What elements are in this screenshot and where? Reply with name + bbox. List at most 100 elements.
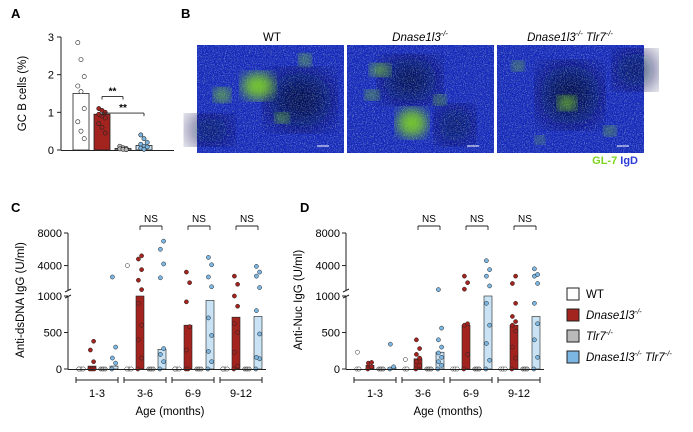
micrograph-title-dnase: Dnase1l3-/- [392,29,448,44]
micrograph-germinal-center [299,54,311,66]
panel-d-point-double [436,287,441,292]
panel-c-point-dnase [139,253,144,259]
panel-d-point-double [439,325,444,331]
panel-d-bar-dnase [461,324,471,370]
panel-d-point-dnase [510,344,515,350]
panel-c-point-dnase [136,277,141,283]
panel-c-point-dnase [235,363,240,369]
legend-item-dnase: Dnase1l3-/- [566,307,643,322]
micrograph-germinal-center [604,126,616,136]
panel-c-y-tick-label: 1000 [38,291,62,303]
panel-c-y-tick-label: 8000 [38,228,62,240]
panel-c-point-double [206,255,211,260]
panel-c-point-dnase [187,324,192,330]
panel-c-point-wt [125,263,130,268]
micrograph-2 [497,45,655,153]
panel-c-point-double [209,359,214,365]
panel-c-y-label: Anti-dsDNA IgG (U/ml) [15,242,27,358]
panel-a-point-wt [81,74,87,79]
panel-label-d: D [300,200,309,215]
panel-d-ns-label: NS [518,214,532,225]
panel-d-point-wt [403,357,408,362]
panel-d-point-double [436,337,441,343]
panel-c-point-dnase [235,330,240,335]
panel-c-point-dnase [235,281,240,287]
panel-d-point-dnase [465,352,470,357]
panel-c-point-dnase [235,303,240,309]
legend-sup-double: -/- [635,349,643,358]
panel-c-ns-label: NS [240,214,254,225]
micrograph-title-double: Dnase1l3-/- Tlr7-/- [527,29,613,44]
svg-text:Tlr7-/-: Tlr7-/- [586,328,613,343]
panel-d-x-label: Age (months) [413,406,482,418]
stain-label-gl7: GL-7 [592,155,617,167]
micrograph-title-double-text2: Tlr7 [586,32,606,44]
panel-a-point-wt [78,57,84,62]
micrograph-germinal-center [370,64,390,76]
panel-d-point-dnase [513,300,518,306]
panel-c-point-dnase [232,321,237,327]
panel-a-point-double [144,140,150,145]
panel-c-point-double [206,274,211,280]
panel-a-point-double [141,136,147,142]
panel-d-age-label: 1-3 [367,388,383,400]
panel-c-bar-double [157,348,167,370]
panel-d-point-double [436,350,441,356]
panel-d-point-dnase [510,322,515,328]
panel-d-point-double [487,283,492,289]
panel-d-point-dnase [414,337,419,343]
panel-c-point-double [158,275,163,281]
panel-c-age-label: 3-6 [137,388,153,400]
panel-a-y-tick-label: 1 [48,107,54,119]
panel-c-point-dnase [184,299,189,305]
micrograph-1 [347,45,494,153]
panel-c-point-double [257,285,262,290]
panel-d-y-tick-label: 500 [322,328,340,340]
panel-c-y-tick-label: 0 [56,364,62,376]
panel-d-age-label: 6-9 [463,388,479,400]
panel-c-point-double [110,274,115,280]
panel-a-point-wt [75,83,81,89]
micrograph-germinal-center [275,113,289,123]
panel-d-point-wt [355,349,360,355]
panel-c-y-tick-label: 4000 [38,261,62,273]
panel-a-point-tlr7 [123,147,129,153]
panel-d-chart: 0 500 1000 4000 8000 Anti-Nuc IgG (U/ml) 1-3 3-… [293,214,544,418]
panel-d-point-double [391,364,396,370]
legend-label-dnase: Dnase1l3 [586,310,635,322]
panel-c-point-double [161,346,166,351]
panel-c-point-dnase [184,269,189,275]
legend-item-wt: WT [566,287,604,301]
panel-d-point-dnase [513,319,518,324]
panel-label-b: B [181,6,190,21]
legend-sup-dnase: -/- [635,307,643,316]
panel-d-point-dnase [513,355,518,361]
panel-a-point-double [144,144,150,150]
panel-d-y-tick-label: 4000 [316,261,340,273]
panel-c-point-double [113,360,118,366]
panel-c-point-double [113,344,118,350]
panel-d-axis-break-mark [342,288,350,293]
panel-a-point-double [141,146,147,152]
legend-label-double2: Tlr7 [645,352,665,364]
panel-c-point-double [254,354,259,360]
panel-d-point-double [484,258,489,264]
micrograph-germinal-center [214,88,230,102]
panel-d-point-dnase [417,363,422,368]
panel-label-c: C [11,200,21,215]
legend-label-wt: WT [586,289,604,301]
panel-d-point-dnase [369,360,374,365]
panel-d-point-double [484,341,489,346]
micrograph-germinal-center [397,109,427,137]
svg-text:WT: WT [586,289,604,301]
panel-a-point-dnase [102,130,108,136]
panel-a-point-dnase [99,125,105,130]
panel-c-point-double [110,355,115,361]
panel-a-y-tick-label: 3 [48,32,54,44]
micrograph-germinal-center [434,95,446,105]
panel-d-age-label: 9-12 [508,388,530,400]
panel-a-point-dnase [102,115,108,121]
micrograph-0 [188,45,344,153]
panel-d-point-double [532,337,537,343]
